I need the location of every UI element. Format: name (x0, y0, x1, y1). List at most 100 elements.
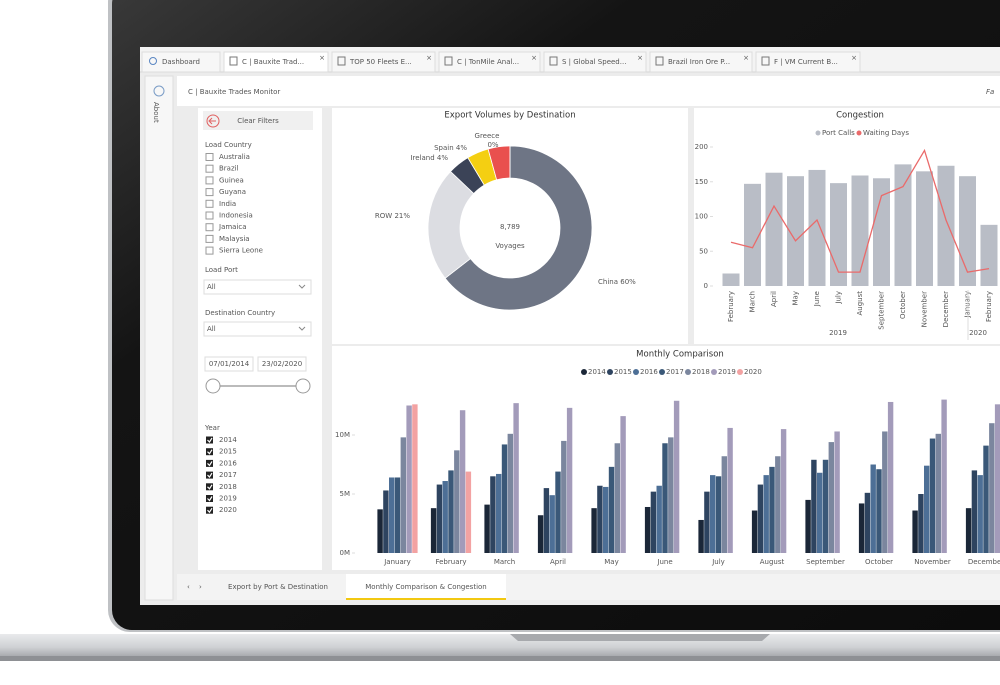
x-tick-label: December (968, 558, 1000, 566)
filter-option[interactable]: 2020 (219, 506, 237, 514)
filter-option[interactable]: Australia (219, 153, 250, 161)
clear-filters-icon (206, 114, 220, 128)
filter-option[interactable]: 2015 (219, 448, 237, 456)
checkbox[interactable] (205, 223, 214, 232)
date-slider-start[interactable] (205, 378, 221, 394)
clear-filters-label[interactable]: Clear Filters (237, 117, 279, 125)
page-tab[interactable]: Monthly Comparison & Congestion (365, 583, 487, 591)
dropdown-value: All (207, 283, 216, 291)
bar (566, 407, 573, 553)
checkbox-checked[interactable] (206, 506, 213, 514)
filter-option[interactable]: Guyana (219, 188, 246, 196)
clear-filters-button[interactable] (203, 111, 313, 130)
filter-option[interactable]: 2018 (219, 483, 237, 491)
y-tick-label: 0M (340, 549, 351, 557)
tab-close[interactable]: × (531, 54, 537, 62)
tab-close[interactable]: × (637, 54, 643, 62)
filter-option[interactable]: Indonesia (219, 212, 253, 220)
filter-option[interactable]: 2017 (219, 471, 237, 479)
filter-option[interactable]: 2016 (219, 459, 237, 467)
browser-tab-label[interactable]: S | Global Speed... (562, 58, 626, 66)
browser-tab[interactable] (141, 51, 221, 73)
info-icon[interactable] (153, 85, 165, 97)
filter-option[interactable]: Jamaica (218, 223, 247, 231)
chart-title: Monthly Comparison (636, 350, 724, 360)
page-tab-next[interactable]: › (199, 583, 202, 591)
checkbox[interactable] (205, 153, 214, 161)
browser-tab[interactable] (223, 51, 329, 73)
load-port-dropdown[interactable] (203, 279, 312, 295)
checkbox[interactable] (205, 234, 214, 243)
dropdown-chevron (298, 326, 306, 331)
active-page-tab[interactable] (346, 574, 506, 600)
bar (757, 484, 764, 553)
dropdown-value: All (207, 325, 216, 333)
browser-tab[interactable] (649, 51, 753, 73)
legend-label: 2016 (640, 368, 658, 376)
checkbox[interactable] (205, 188, 214, 197)
y-tick-label: 100 (695, 213, 708, 221)
bar (620, 416, 626, 553)
sidebar-about[interactable]: About (152, 102, 160, 123)
bar (873, 178, 890, 286)
date-end-input[interactable] (257, 356, 307, 372)
checkbox[interactable] (205, 164, 214, 173)
checkbox-checked[interactable] (206, 459, 213, 467)
checkbox-checked[interactable] (206, 471, 213, 479)
bar (501, 444, 508, 553)
laptop-base-lip (0, 656, 1000, 661)
y-tick-label: 50 (699, 247, 708, 255)
checkbox-checked[interactable] (206, 448, 213, 456)
date-start-input[interactable] (204, 356, 254, 372)
filter-option[interactable]: Brazil (219, 165, 239, 173)
checkbox[interactable] (205, 246, 214, 255)
check-mark (207, 461, 213, 467)
filter-option[interactable]: Sierra Leone (219, 247, 263, 255)
bar (400, 437, 406, 553)
filter-option[interactable]: India (219, 200, 236, 208)
filter-option[interactable]: 2014 (219, 436, 237, 444)
checkbox[interactable] (205, 211, 214, 220)
chart-title: Congestion (836, 111, 884, 121)
destination-dropdown[interactable] (203, 321, 312, 337)
bar (864, 492, 871, 553)
browser-tab-label[interactable]: Brazil Iron Ore P... (668, 58, 730, 66)
x-tick-label: December (942, 291, 950, 327)
browser-tab-label[interactable]: Dashboard (162, 58, 200, 66)
tab-close[interactable]: × (319, 54, 325, 62)
browser-tab[interactable] (755, 51, 861, 73)
browser-tab[interactable] (331, 51, 436, 73)
x-tick-label: November (921, 291, 929, 328)
browser-tab[interactable] (438, 51, 541, 73)
x-tick-label: July (835, 291, 843, 305)
checkbox[interactable] (205, 199, 214, 208)
filter-option[interactable]: Malaysia (219, 235, 250, 243)
check-mark (207, 472, 213, 479)
bar (412, 404, 418, 553)
tab-close[interactable]: × (426, 54, 432, 62)
date-slider-end[interactable] (295, 378, 311, 394)
filter-option[interactable]: Guinea (219, 176, 244, 184)
bar (650, 491, 657, 553)
checkbox-checked[interactable] (206, 495, 213, 502)
tab-close[interactable]: × (743, 54, 749, 62)
page-tab-prev[interactable]: ‹ (187, 583, 190, 591)
browser-tab-label[interactable]: TOP 50 Fleets E... (349, 58, 412, 66)
checkbox[interactable] (205, 176, 214, 185)
page-tab[interactable]: Export by Port & Destination (228, 583, 328, 591)
checkbox-checked[interactable] (206, 483, 213, 491)
checkbox-checked[interactable] (206, 436, 213, 444)
bar (822, 459, 829, 553)
bar (383, 490, 389, 553)
tab-close[interactable]: × (851, 54, 857, 62)
bar (722, 273, 740, 286)
slice-label: Ireland 4% (410, 154, 448, 162)
browser-tab[interactable] (543, 51, 647, 73)
browser-tab-label[interactable]: C | Bauxite Trad... (242, 58, 304, 66)
browser-tab-label[interactable]: F | VM Current B... (774, 58, 838, 66)
slice-label: China 60% (598, 278, 636, 286)
browser-tab-label[interactable]: C | TonMile Anal... (457, 58, 519, 66)
filter-option[interactable]: 2019 (219, 495, 237, 503)
legend-marker (815, 130, 821, 136)
